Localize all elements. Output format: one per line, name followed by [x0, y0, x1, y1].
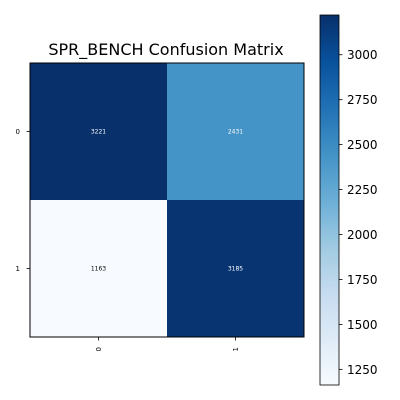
y-tick-label-1: 1 — [16, 265, 20, 273]
cell-value-label-r1-c1: 3185 — [228, 266, 243, 273]
colorbar-gradient — [319, 14, 340, 386]
heatmap-cell-r0-c1 — [167, 63, 304, 200]
heatmap-cell-r0-c0 — [30, 63, 167, 200]
colorbar-tick-label-0: 1250 — [347, 363, 378, 377]
heatmap-cell-r1-c1 — [167, 200, 304, 337]
colorbar: 1250 1500 1750 2000 2250 2500 2750 3000 — [319, 14, 378, 386]
colorbar-tick-label-1: 1500 — [347, 318, 378, 332]
y-tick-label-0: 0 — [16, 128, 20, 136]
plot-area: 3221 2431 1163 3185 0 1 0 1 — [16, 62, 305, 351]
cell-value-label-r0-c1: 2431 — [228, 129, 243, 136]
colorbar-tick-label-7: 3000 — [347, 48, 378, 62]
colorbar-tick-label-2: 1750 — [347, 273, 378, 287]
plot-frame — [29, 62, 305, 338]
colorbar-tick-label-4: 2250 — [347, 183, 378, 197]
x-tick-label-0: 0 — [95, 347, 103, 351]
cell-value-label-r0-c0: 3221 — [91, 129, 106, 136]
heatmap-cell-r1-c0 — [30, 200, 167, 337]
chart-title: SPR_BENCH Confusion Matrix — [48, 40, 283, 60]
cell-value-label-r1-c0: 1163 — [91, 266, 106, 273]
colorbar-tick-label-3: 2000 — [347, 228, 378, 242]
colorbar-tick-label-6: 2750 — [347, 93, 378, 107]
colorbar-tick-label-5: 2500 — [347, 138, 378, 152]
x-tick-label-1: 1 — [232, 347, 240, 351]
